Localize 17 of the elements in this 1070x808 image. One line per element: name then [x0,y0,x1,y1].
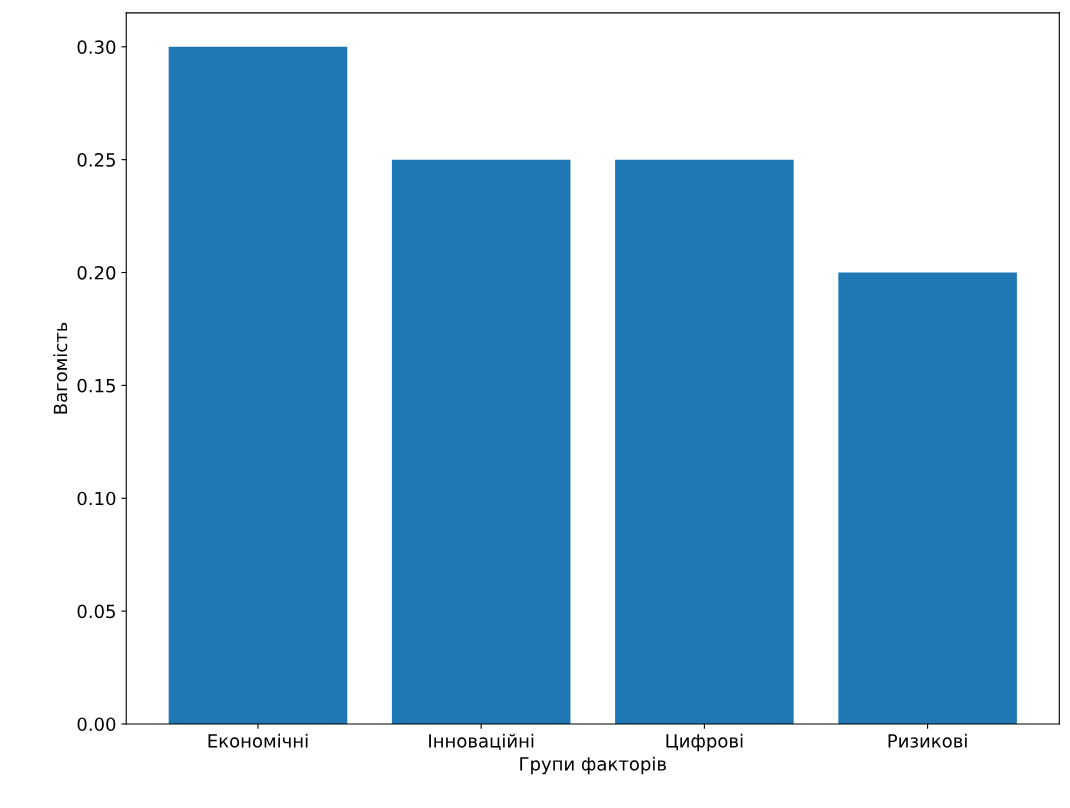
y-tick-label: 0.00 [77,717,116,732]
y-tick-label: 0.30 [77,40,116,54]
x-tick-label: Ризикові [888,733,967,748]
y-tick-label: 0.05 [77,604,115,619]
bar [838,272,1017,724]
y-axis-title: Вагомість [53,322,68,414]
x-axis-title: Групи факторів [520,756,666,775]
x-tick-label: Економічні [208,733,308,748]
y-tick-label: 0.20 [77,265,116,280]
y-tick-label: 0.10 [77,491,116,506]
bar [391,159,571,724]
y-tick-label: 0.25 [77,153,115,167]
bar [615,159,794,724]
bar [168,46,348,724]
y-tick-label: 0.15 [77,378,115,393]
x-tick-label: Інноваційні [429,733,534,750]
x-tick-label: Цифрові [666,733,743,752]
